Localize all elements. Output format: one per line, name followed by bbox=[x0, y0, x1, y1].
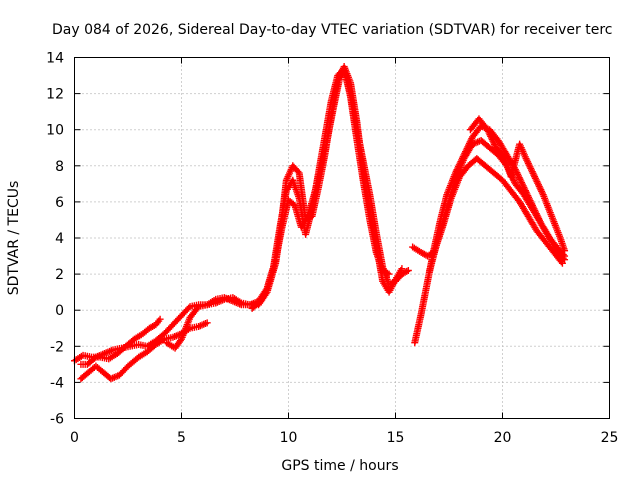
y-tick-label: 8 bbox=[55, 159, 64, 175]
y-tick-label: 6 bbox=[55, 195, 64, 211]
series-track-b bbox=[77, 319, 211, 383]
x-tick: 20 bbox=[494, 57, 512, 446]
y-tick: 0 bbox=[55, 303, 610, 319]
y-axis-label: SDTVAR / TECUs bbox=[6, 181, 22, 296]
y-tick: 8 bbox=[55, 159, 610, 175]
x-tick-label: 10 bbox=[280, 430, 298, 446]
x-tick: 10 bbox=[280, 57, 298, 446]
data-point-markers bbox=[71, 315, 164, 365]
data-point-markers bbox=[426, 137, 569, 274]
series-track-i bbox=[466, 115, 569, 255]
x-tick-label: 5 bbox=[177, 430, 186, 446]
y-tick: 10 bbox=[46, 123, 610, 139]
y-tick: 6 bbox=[55, 195, 610, 211]
y-tick: 14 bbox=[46, 51, 610, 67]
series-track-c bbox=[77, 68, 412, 368]
data-point-markers bbox=[77, 319, 211, 383]
data-point-markers bbox=[466, 115, 569, 255]
data-point-markers bbox=[77, 68, 412, 368]
y-tick: 12 bbox=[46, 87, 610, 103]
x-axis-label: GPS time / hours bbox=[281, 458, 398, 474]
series-track-a bbox=[71, 315, 164, 365]
y-axis-ticks: -6 -4 -2 0 2 4 6 8 10 12 14 bbox=[46, 51, 610, 428]
series-track-e bbox=[248, 64, 393, 312]
y-tick-label: 4 bbox=[55, 231, 64, 247]
y-tick: -6 bbox=[50, 412, 610, 428]
y-tick-label: -2 bbox=[50, 339, 64, 355]
x-tick-label: 0 bbox=[70, 430, 79, 446]
y-tick: -4 bbox=[50, 375, 610, 391]
gridlines bbox=[74, 57, 610, 419]
chart-title: Day 084 of 2026, Sidereal Day-to-day VTE… bbox=[52, 22, 612, 38]
y-tick: 2 bbox=[55, 267, 610, 283]
x-tick: 0 bbox=[70, 57, 79, 446]
data-points bbox=[71, 63, 569, 383]
x-axis-ticks: 0 5 10 15 20 25 bbox=[70, 57, 619, 446]
y-tick-label: 0 bbox=[55, 303, 64, 319]
y-tick: -2 bbox=[50, 339, 610, 355]
x-tick-label: 25 bbox=[601, 430, 619, 446]
y-tick-label: 14 bbox=[46, 51, 64, 67]
x-tick: 15 bbox=[387, 57, 405, 446]
y-tick-label: 2 bbox=[55, 267, 64, 283]
data-point-markers bbox=[248, 64, 393, 312]
x-tick-label: 15 bbox=[387, 430, 405, 446]
x-tick: 5 bbox=[177, 57, 186, 446]
y-tick-label: -4 bbox=[50, 375, 64, 391]
x-tick: 25 bbox=[601, 57, 619, 446]
series-track-h bbox=[426, 137, 569, 274]
y-tick-label: 10 bbox=[46, 123, 64, 139]
y-tick-label: 12 bbox=[46, 87, 64, 103]
x-tick-label: 20 bbox=[494, 430, 512, 446]
y-tick: 4 bbox=[55, 231, 610, 247]
y-tick-label: -6 bbox=[50, 412, 64, 428]
